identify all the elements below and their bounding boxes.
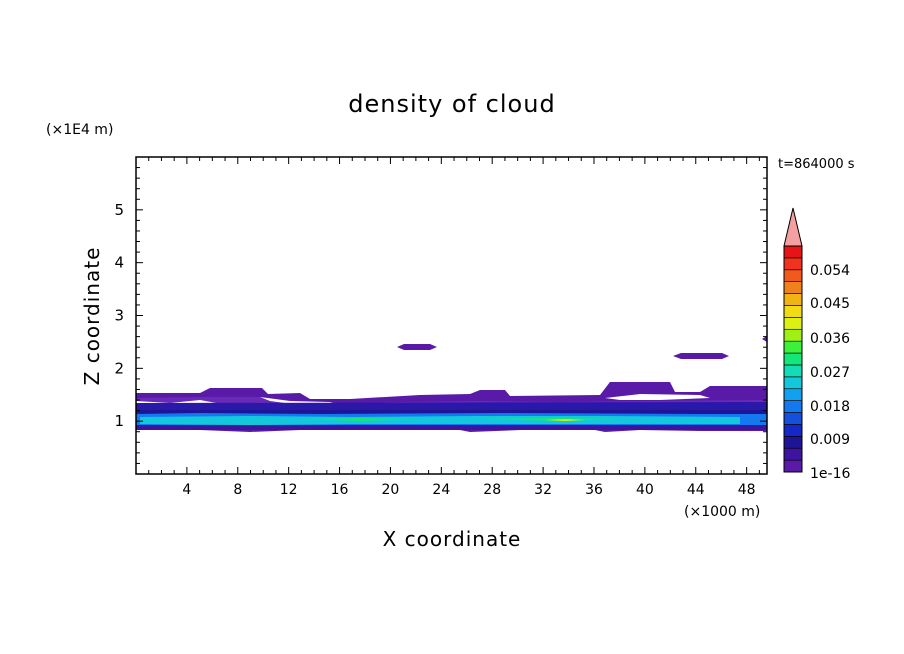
- colorbar-frame: [783, 245, 803, 473]
- contour-level-0.036: [545, 419, 585, 421]
- colorbar-swatch: [783, 436, 803, 449]
- contour-level-0.009-b: [136, 402, 767, 410]
- contour-patch-mid: [397, 344, 437, 350]
- contour-fields: [136, 336, 767, 432]
- colorbar-swatch: [783, 281, 803, 294]
- contour-patch-edge: [762, 336, 767, 342]
- contour-lower-edge: [136, 425, 767, 430]
- colorbar-swatch: [783, 245, 803, 259]
- time-label: t=864000 s: [778, 157, 855, 172]
- colorbar-swatch: [783, 269, 803, 282]
- colorbar-swatch: [783, 340, 803, 354]
- colorbar-label: 0.036: [810, 331, 850, 347]
- colorbar-swatch: [783, 305, 803, 318]
- colorbar-swatch: [783, 424, 803, 437]
- x-tick-label: 28: [483, 482, 501, 498]
- y-tick-label: 4: [114, 254, 124, 272]
- colorbar-swatch: [783, 328, 803, 342]
- colorbar-swatch: [783, 459, 803, 473]
- y-tick-label: 3: [114, 307, 124, 325]
- y-tick-label: 2: [114, 359, 124, 377]
- colorbar-swatch: [783, 352, 803, 366]
- colorbar-swatch: [783, 257, 803, 271]
- x-tick-label: 4: [182, 482, 191, 498]
- x-tick-label: 48: [738, 482, 756, 498]
- colorbar: 1e-16 0.009 0.018 0.027 0.036 0.045 0.054: [783, 207, 850, 482]
- colorbar-label: 0.054: [810, 263, 850, 279]
- x-axis-label: X coordinate: [383, 527, 522, 551]
- colorbar-extend-arrow: [783, 207, 803, 247]
- cloud-gap: [605, 394, 710, 400]
- colorbar-swatch: [783, 412, 803, 425]
- y-axis: 1 2 3 4 5: [114, 167, 767, 464]
- x-tick-label: 12: [280, 482, 298, 498]
- colorbar-swatch: [783, 293, 803, 306]
- colorbar-label: 1e-16: [810, 466, 850, 482]
- colorbar-swatch: [783, 317, 803, 330]
- x-tick-label: 24: [432, 482, 450, 498]
- y-tick-label: 1: [114, 412, 124, 430]
- contour-level-0.027-b: [300, 418, 620, 421]
- y-axis-label: Z coordinate: [80, 247, 104, 386]
- colorbar-swatch: [783, 388, 803, 401]
- x-tick-label: 16: [331, 482, 349, 498]
- x-unit-label: (×1000 m): [684, 504, 760, 520]
- colorbar-swatch: [783, 364, 803, 378]
- x-axis: 4 8 12 16 20 24 28 32 36 40 44 48: [148, 157, 760, 498]
- x-tick-label: 44: [687, 482, 705, 498]
- colorbar-swatch: [783, 447, 803, 461]
- y-tick-label: 5: [114, 201, 124, 219]
- x-tick-label: 32: [534, 482, 552, 498]
- x-tick-label: 20: [382, 482, 400, 498]
- contour-patch-right: [673, 353, 729, 359]
- colorbar-label: 0.045: [810, 296, 850, 312]
- colorbar-label: 0.009: [810, 432, 850, 448]
- x-tick-label: 8: [233, 482, 242, 498]
- colorbar-label: 0.018: [810, 399, 850, 415]
- contour-level-0.027: [140, 416, 740, 425]
- x-tick-label: 36: [585, 482, 603, 498]
- colorbar-swatch: [783, 400, 803, 413]
- y-unit-label: (×1E4 m): [46, 122, 113, 138]
- colorbar-label: 0.027: [810, 365, 850, 381]
- colorbar-swatch: [783, 376, 803, 390]
- x-tick-label: 40: [636, 482, 654, 498]
- chart-title: density of cloud: [348, 90, 555, 118]
